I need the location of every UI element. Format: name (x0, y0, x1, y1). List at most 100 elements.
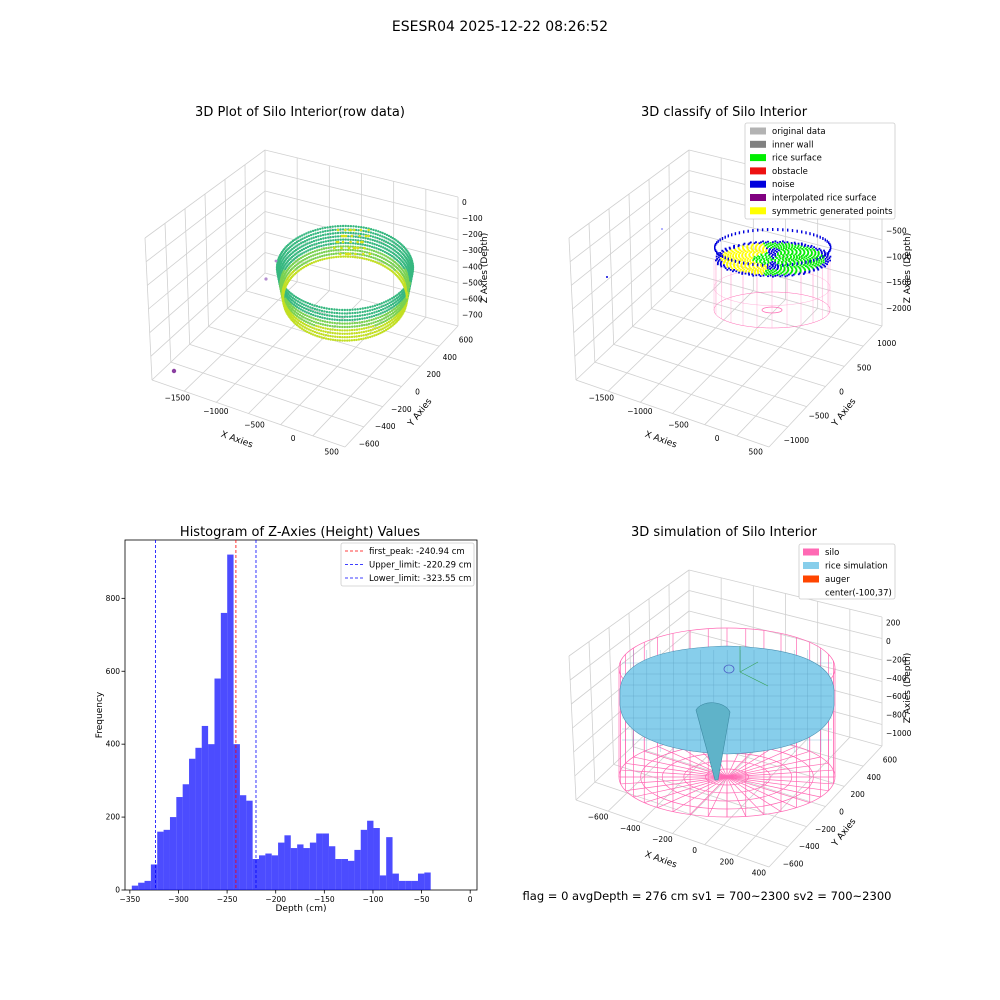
raw-point (299, 256, 303, 260)
classify-point (742, 270, 744, 272)
raw-point (357, 225, 360, 229)
raw-point (338, 332, 342, 335)
classify-point (790, 259, 793, 261)
raw-point (311, 229, 315, 233)
z-tick-label: −1000 (886, 252, 912, 261)
raw-point (303, 233, 306, 236)
classify-point (777, 258, 780, 261)
raw-point (394, 298, 397, 301)
classify-noise-point (731, 258, 733, 262)
raw-point (291, 251, 295, 254)
classify-point (756, 250, 758, 252)
raw-point (383, 250, 386, 254)
classify-noise-point (757, 228, 759, 232)
raw-point (335, 308, 339, 311)
silo-floor-spoke (707, 776, 728, 817)
raw-point (316, 256, 319, 259)
classify-point (729, 248, 732, 251)
classify-point (733, 263, 735, 266)
raw-point (379, 312, 382, 315)
classify-point (787, 252, 790, 255)
classify-point (791, 249, 793, 252)
classify-point (795, 270, 798, 273)
classify-point (807, 260, 810, 263)
raw-point (344, 252, 348, 256)
raw-point (339, 228, 342, 231)
classify-point (744, 265, 747, 268)
raw-point (361, 250, 364, 253)
classify-point (739, 258, 742, 260)
silo-floor-spoke (726, 756, 821, 778)
classify-point (722, 250, 725, 253)
raw-point (381, 231, 384, 235)
histogram-bar (284, 835, 291, 890)
raw-point (334, 338, 337, 342)
classify-point (746, 244, 749, 247)
raw-point (309, 332, 313, 335)
raw-data-3d-panel: 3D Plot of Silo Interior(row data) −1500… (144, 105, 490, 456)
raw-point (320, 336, 323, 339)
classify-point (817, 258, 820, 260)
raw-point (354, 228, 358, 232)
classify-point (808, 268, 810, 271)
grid-line (224, 179, 228, 309)
raw-point (378, 306, 381, 309)
raw-point (365, 251, 369, 254)
classify-point (757, 272, 760, 275)
raw-point (389, 319, 392, 323)
simulation-legend-label: silo (825, 548, 839, 558)
classify-point (781, 271, 784, 274)
raw-point (294, 295, 297, 299)
raw-point (343, 308, 346, 312)
raw-point (378, 325, 381, 329)
classify-point (795, 252, 798, 255)
y-tick-label: 500 (857, 363, 872, 372)
classify-point (820, 262, 822, 265)
raw-point (392, 259, 395, 262)
histogram-bar (386, 837, 393, 890)
classify-point (718, 258, 721, 261)
raw-point (376, 326, 379, 330)
raw-point (338, 329, 342, 332)
raw-point (314, 235, 318, 239)
silo-floor-spoke (672, 776, 728, 812)
classify-point (733, 258, 736, 261)
raw-point (336, 228, 340, 232)
raw-point (392, 311, 395, 315)
raw-point (373, 239, 377, 242)
raw-point (300, 327, 304, 330)
raw-point (295, 302, 298, 305)
raw-point (353, 332, 356, 335)
classify-point (803, 251, 806, 254)
classify-point (795, 251, 798, 253)
classify-point (754, 251, 756, 254)
classify-point (772, 257, 775, 259)
raw-point (314, 232, 317, 235)
classify-point (803, 246, 805, 249)
raw-point (364, 234, 368, 238)
raw-point (308, 318, 311, 322)
classify-point (797, 262, 800, 264)
raw-point (305, 327, 308, 330)
raw-point (344, 255, 347, 258)
grid-line (264, 170, 459, 219)
raw-point (341, 224, 345, 228)
classify-point (795, 250, 798, 252)
classify-point (767, 257, 770, 260)
raw-point (395, 250, 398, 254)
histogram-bar (208, 744, 215, 890)
raw-point (301, 241, 305, 244)
raw-point (299, 308, 303, 311)
raw-point (381, 330, 384, 334)
raw-point (344, 241, 347, 245)
raw-point (384, 258, 387, 261)
classify-point (779, 268, 782, 271)
raw-point (389, 303, 393, 307)
raw-point (388, 260, 391, 264)
raw-point (388, 317, 391, 320)
histogram-bar (322, 833, 329, 890)
raw-point (379, 308, 383, 312)
raw-point (303, 240, 307, 243)
raw-point (329, 236, 332, 239)
raw-point (361, 252, 365, 256)
